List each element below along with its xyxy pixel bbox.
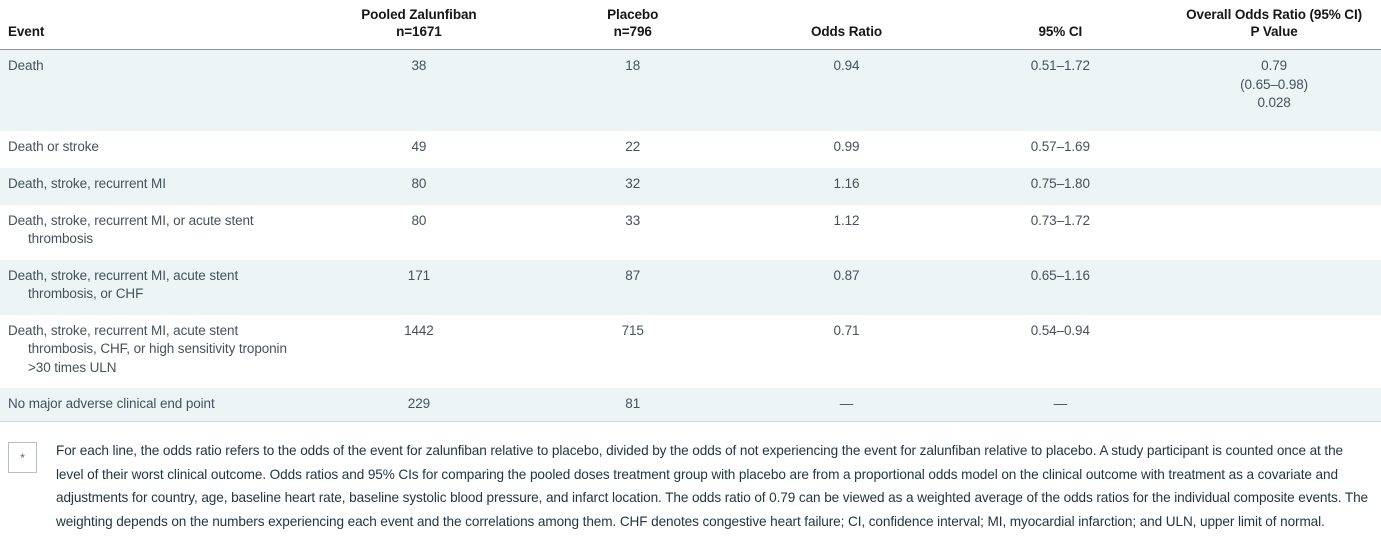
header-pooled-zalunfiban: Pooled Zalunfiban n=1671 — [312, 0, 526, 50]
zalunfiban-count: 38 — [312, 49, 526, 131]
table-header-row: Event Pooled Zalunfiban n=1671 Placebo n… — [0, 0, 1381, 50]
zalunfiban-count: 171 — [312, 259, 526, 315]
odds-ratio-value: 0.94 — [739, 49, 954, 131]
ci-value: 0.65–1.16 — [953, 259, 1168, 315]
header-event-label: Event — [8, 24, 45, 39]
asterisk-icon: * — [20, 450, 25, 465]
ci-value: 0.73–1.72 — [1030, 212, 1090, 228]
odds-ratio-value: — — [739, 387, 954, 422]
table-row-death: Death 38 18 0.94 0.51–1.72 0.79 (0.65–0.… — [0, 49, 1381, 131]
header-odds-ratio-label: Odds Ratio — [810, 24, 882, 39]
placebo-count: 715 — [621, 322, 644, 338]
header-pooled-zalunfiban-n: n=1671 — [396, 24, 442, 39]
zalunfiban-count: 80 — [411, 212, 427, 228]
ci-value: 0.57–1.69 — [1030, 138, 1090, 154]
ci-value: 0.51–1.72 — [953, 49, 1168, 131]
placebo-count: 18 — [525, 49, 740, 131]
header-odds-ratio: Odds Ratio — [739, 0, 954, 50]
ci-value: 0.54–0.94 — [1030, 322, 1090, 338]
header-event: Event — [0, 0, 312, 50]
overall-p-value: 0.028 — [1257, 95, 1291, 110]
zalunfiban-count: 1442 — [404, 322, 434, 338]
zalunfiban-count: 229 — [312, 387, 526, 422]
overall-or-value: 0.79 — [1261, 58, 1288, 73]
footnote-asterisk-marker: * — [8, 442, 37, 473]
table-row-no-event: No major adverse clinical end point 229 … — [0, 387, 1381, 422]
odds-ratio-value: 1.16 — [739, 167, 954, 205]
header-overall-label: Overall Odds Ratio (95% CI) — [1186, 7, 1363, 22]
placebo-count: 81 — [525, 387, 740, 422]
zalunfiban-count: 49 — [411, 138, 427, 154]
event-label: Death, stroke, recurrent MI, or acute st… — [8, 212, 254, 247]
event-label: Death, stroke, recurrent MI, acute stent… — [8, 267, 239, 302]
ci-value: 0.75–1.80 — [953, 167, 1168, 205]
header-ci: 95% CI — [953, 0, 1168, 50]
header-overall: Overall Odds Ratio (95% CI) P Value — [1167, 0, 1381, 50]
placebo-count: 32 — [525, 167, 740, 205]
overall-ci-value: (0.65–0.98) — [1240, 76, 1309, 92]
overall-odds-ratio-block: 0.79 (0.65–0.98) 0.028 — [1167, 49, 1381, 131]
placebo-count: 87 — [525, 259, 740, 315]
zalunfiban-count: 80 — [312, 167, 526, 205]
event-label: Death, stroke, recurrent MI, acute stent… — [8, 322, 287, 375]
odds-ratio-value: 0.71 — [833, 322, 860, 338]
table-row-chf: Death, stroke, recurrent MI, acute stent… — [0, 259, 1381, 315]
table-row-death-or-stroke: Death or stroke 49 22 0.99 0.57–1.69 — [0, 131, 1381, 168]
outcomes-table: Event Pooled Zalunfiban n=1671 Placebo n… — [0, 0, 1381, 422]
odds-ratio-value: 0.87 — [739, 259, 954, 315]
odds-ratio-value: 0.99 — [833, 138, 860, 154]
placebo-count: 33 — [625, 212, 641, 228]
header-placebo-label: Placebo — [607, 7, 659, 22]
event-label: Death or stroke — [8, 138, 99, 154]
header-placebo: Placebo n=796 — [525, 0, 740, 50]
table-row-troponin: Death, stroke, recurrent MI, acute stent… — [0, 315, 1381, 388]
table-row-death-stroke-mi: Death, stroke, recurrent MI 80 32 1.16 0… — [0, 167, 1381, 205]
header-pooled-zalunfiban-label: Pooled Zalunfiban — [361, 7, 477, 22]
event-label: Death — [8, 58, 44, 73]
ci-value: — — [953, 387, 1168, 422]
footnote-text: For each line, the odds ratio refers to … — [56, 443, 1368, 529]
header-ci-label: 95% CI — [1038, 24, 1083, 39]
table-row-stent-thrombosis: Death, stroke, recurrent MI, or acute st… — [0, 205, 1381, 260]
event-label: Death, stroke, recurrent MI — [8, 175, 166, 191]
placebo-count: 22 — [625, 138, 641, 154]
event-label: No major adverse clinical end point — [8, 395, 215, 411]
header-placebo-n: n=796 — [613, 24, 652, 39]
footnote: * For each line, the odds ratio refers t… — [8, 439, 1372, 533]
odds-ratio-value: 1.12 — [833, 212, 860, 228]
header-overall-pvalue-label: P Value — [1250, 24, 1298, 39]
